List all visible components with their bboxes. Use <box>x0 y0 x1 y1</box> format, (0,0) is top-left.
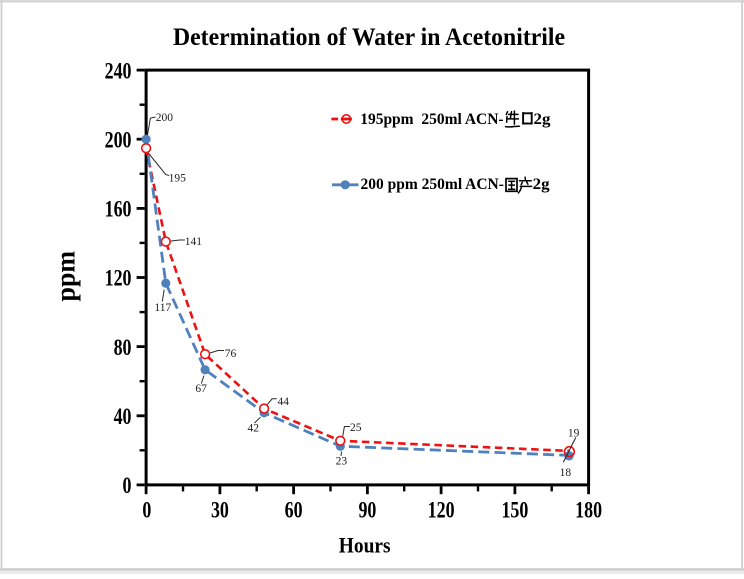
svg-text:160: 160 <box>105 198 132 223</box>
svg-text:200 ppm 250ml ACN-: 200 ppm 250ml ACN- <box>361 176 504 193</box>
svg-text:195: 195 <box>169 173 187 185</box>
svg-text:200: 200 <box>156 112 174 124</box>
svg-text:76: 76 <box>225 348 237 360</box>
svg-text:67: 67 <box>195 383 207 395</box>
svg-text:120: 120 <box>428 498 455 523</box>
svg-text:30: 30 <box>211 498 229 523</box>
svg-text:240: 240 <box>105 59 132 84</box>
svg-text:Hours: Hours <box>339 533 391 558</box>
svg-text:25: 25 <box>350 422 362 434</box>
svg-text:60: 60 <box>285 498 303 523</box>
svg-text:0: 0 <box>142 498 151 523</box>
svg-text:150: 150 <box>501 498 528 523</box>
svg-text:42: 42 <box>248 423 260 435</box>
svg-text:180: 180 <box>575 498 602 523</box>
svg-text:2g: 2g <box>534 111 551 128</box>
svg-text:23: 23 <box>336 455 348 467</box>
svg-text:18: 18 <box>560 467 572 479</box>
svg-text:ppm: ppm <box>50 250 80 301</box>
svg-text:90: 90 <box>358 498 376 523</box>
svg-text:2g: 2g <box>533 176 550 193</box>
svg-text:44: 44 <box>277 396 289 408</box>
svg-text:40: 40 <box>114 405 132 430</box>
svg-text:141: 141 <box>185 236 203 248</box>
svg-text:195ppm 250ml ACN-: 195ppm 250ml ACN- <box>360 111 503 128</box>
svg-text:19: 19 <box>568 427 580 439</box>
svg-text:80: 80 <box>114 336 132 361</box>
svg-text:120: 120 <box>105 267 132 292</box>
svg-text:0: 0 <box>123 474 132 499</box>
svg-text:117: 117 <box>154 302 171 314</box>
svg-text:200: 200 <box>105 128 132 153</box>
svg-text:Determination of Water in Acet: Determination of Water in Acetonitrile <box>173 24 565 51</box>
